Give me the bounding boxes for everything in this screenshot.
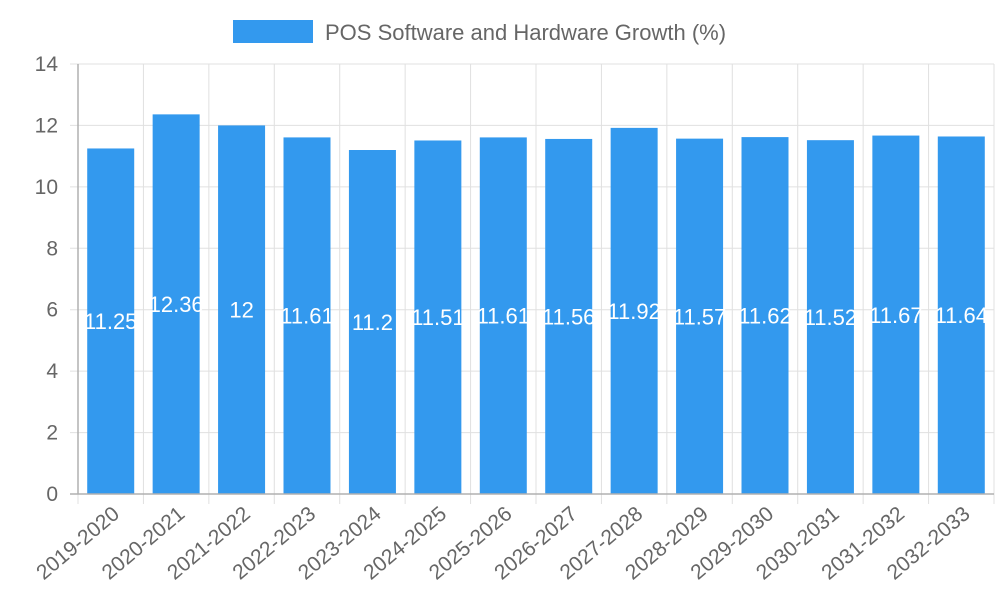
bar[interactable]: [872, 135, 920, 495]
axes: [70, 64, 994, 495]
bar[interactable]: [283, 137, 331, 494]
bar[interactable]: [218, 125, 266, 494]
bar[interactable]: [806, 140, 854, 494]
bar-value-label: 12.36: [149, 292, 204, 317]
bar-value-label: 11.57: [673, 304, 726, 329]
bar[interactable]: [545, 138, 593, 494]
data-labels: 11.25 12.36 12 11.61 11.2 11.51 11.61 11.56 11.9…: [84, 292, 988, 335]
bar-value-label: 11.92: [607, 299, 660, 324]
bar-value-label: 11.61: [477, 304, 530, 329]
bar[interactable]: [414, 140, 462, 494]
bar-value-label: 11.67: [869, 303, 922, 328]
bar-value-label: 11.56: [542, 304, 595, 329]
y-tick-label: 2: [46, 422, 58, 445]
bar[interactable]: [348, 150, 396, 494]
y-tick-label: 0: [46, 483, 58, 506]
bar[interactable]: [610, 127, 658, 494]
legend-swatch: [233, 20, 313, 43]
y-axis-tick-labels: 0 2 4 6 8 10 12 14: [35, 53, 59, 506]
y-tick-label: 4: [46, 360, 58, 383]
legend-label: POS Software and Hardware Growth (%): [325, 20, 726, 45]
bar-value-label: 11.52: [804, 305, 857, 330]
bar-value-label: 11.51: [411, 305, 464, 330]
bar-value-label: 11.25: [84, 309, 137, 334]
bar[interactable]: [479, 137, 527, 494]
bar-value-label: 11.64: [935, 303, 988, 328]
bars: [87, 114, 985, 495]
gridlines: [70, 63, 995, 504]
bar[interactable]: [676, 138, 724, 494]
bar-value-label: 11.61: [280, 304, 333, 329]
y-tick-label: 8: [46, 237, 58, 260]
y-tick-label: 14: [35, 53, 59, 76]
bar[interactable]: [937, 136, 985, 494]
bar[interactable]: [87, 148, 135, 494]
bar-value-label: 11.62: [738, 304, 791, 329]
y-tick-label: 12: [35, 114, 58, 137]
y-tick-label: 10: [35, 176, 58, 199]
bar-value-label: 12: [229, 298, 253, 323]
bar[interactable]: [741, 137, 789, 494]
y-tick-label: 6: [46, 299, 58, 322]
x-axis-tick-labels: 2019-20202020-20212021-20222022-20232023…: [32, 502, 974, 584]
bar[interactable]: [152, 114, 200, 494]
bar-value-label: 11.2: [352, 310, 393, 335]
legend[interactable]: POS Software and Hardware Growth (%): [233, 20, 726, 45]
